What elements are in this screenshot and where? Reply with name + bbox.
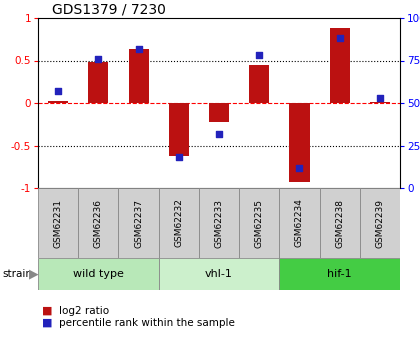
Text: GSM62237: GSM62237 xyxy=(134,198,143,247)
Point xyxy=(176,155,182,160)
Text: GSM62239: GSM62239 xyxy=(375,198,384,247)
Text: GSM62236: GSM62236 xyxy=(94,198,103,247)
Bar xyxy=(159,258,279,290)
Text: vhl-1: vhl-1 xyxy=(205,269,233,279)
Text: GSM62238: GSM62238 xyxy=(335,198,344,247)
Bar xyxy=(360,188,400,258)
Point xyxy=(256,53,262,58)
Bar xyxy=(289,103,310,182)
Bar xyxy=(199,188,239,258)
Text: strain: strain xyxy=(2,269,32,279)
Text: GSM62233: GSM62233 xyxy=(215,198,223,247)
Bar xyxy=(370,102,390,103)
Bar xyxy=(38,188,78,258)
Text: hif-1: hif-1 xyxy=(327,269,352,279)
Bar xyxy=(118,188,159,258)
Point xyxy=(215,131,222,136)
Point xyxy=(376,95,383,101)
Text: GSM62234: GSM62234 xyxy=(295,199,304,247)
Bar xyxy=(88,62,108,103)
Bar xyxy=(330,28,350,103)
Text: GDS1379 / 7230: GDS1379 / 7230 xyxy=(52,3,166,17)
Text: log2 ratio: log2 ratio xyxy=(59,306,109,315)
Point xyxy=(336,36,343,41)
Text: percentile rank within the sample: percentile rank within the sample xyxy=(59,318,235,327)
Text: GSM62231: GSM62231 xyxy=(54,198,63,247)
Bar xyxy=(38,258,159,290)
Bar xyxy=(159,188,199,258)
Text: ▶: ▶ xyxy=(29,267,38,280)
Text: ■: ■ xyxy=(42,306,52,315)
Point xyxy=(95,56,102,61)
Bar xyxy=(320,188,360,258)
Point xyxy=(135,46,142,51)
Bar xyxy=(129,49,149,103)
Text: GSM62235: GSM62235 xyxy=(255,198,264,247)
Point xyxy=(296,165,303,170)
Bar xyxy=(279,188,320,258)
Bar xyxy=(48,101,68,103)
Bar xyxy=(209,103,229,122)
Text: wild type: wild type xyxy=(73,269,124,279)
Bar xyxy=(78,188,118,258)
Bar xyxy=(249,65,269,103)
Bar xyxy=(169,103,189,156)
Point xyxy=(55,88,61,94)
Text: GSM62232: GSM62232 xyxy=(174,199,183,247)
Text: ■: ■ xyxy=(42,318,52,327)
Bar xyxy=(279,258,400,290)
Bar xyxy=(239,188,279,258)
